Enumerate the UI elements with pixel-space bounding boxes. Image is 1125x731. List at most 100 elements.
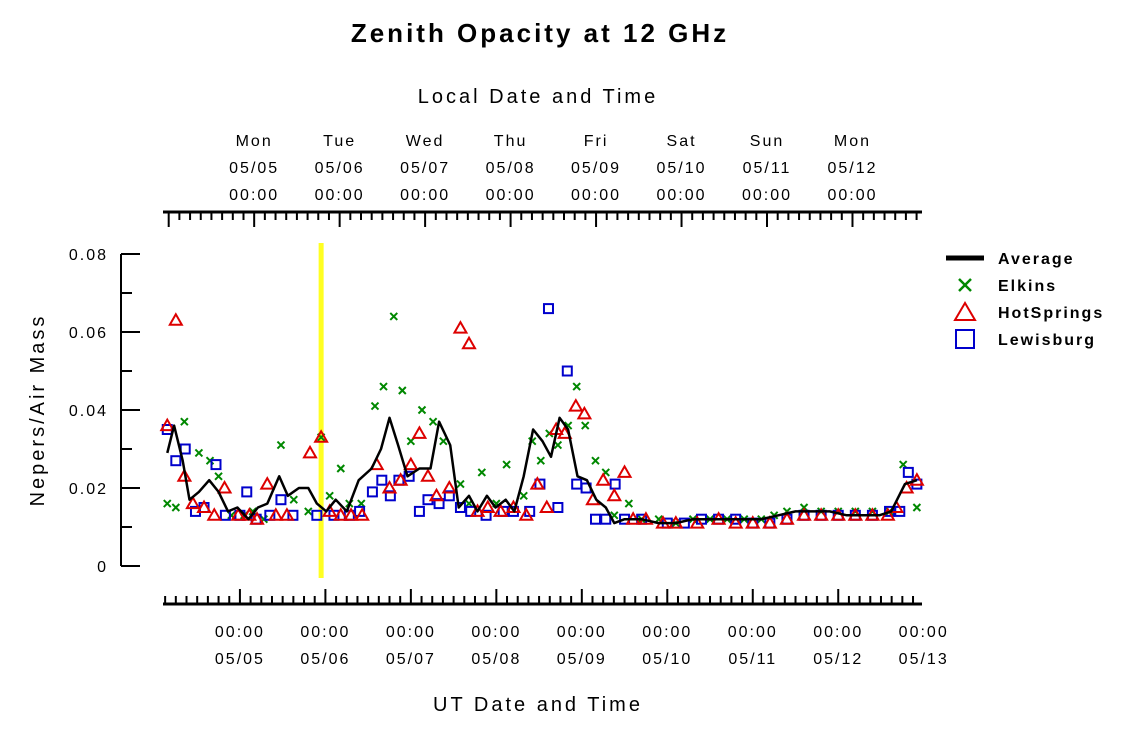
data-point-hotsprings [216,479,233,494]
data-point-elkins [289,495,298,504]
y-tick-label: 0 [97,559,108,576]
top-tick-time: 00:00 [571,187,621,204]
data-point-lewisburg [275,494,287,506]
y-axis-title: Nepers/Air Mass [27,314,49,507]
top-tick-date: 05/11 [743,160,792,177]
data-point-hotsprings [381,479,398,494]
top-tick-date: 05/10 [657,160,707,177]
data-point-elkins [325,491,334,501]
data-point-hotsprings [206,507,223,521]
data-point-hotsprings [428,487,445,502]
data-point-lewisburg [609,478,621,490]
data-point-lewisburg [219,509,231,521]
data-point-elkins [519,491,528,501]
bottom-tick-date: 05/09 [557,651,607,668]
top-tick-day: Mon [236,133,273,150]
legend-swatch-elkins [958,278,972,292]
data-point-hotsprings [230,507,246,521]
data-point-lewisburg [179,443,191,455]
data-point-elkins [389,312,398,321]
data-point-elkins [477,468,487,477]
data-point-hotsprings [576,405,593,420]
data-point-elkins [417,405,427,415]
data-point-hotsprings [249,511,265,525]
top-axis-title: Local Date and Time [418,86,658,108]
data-point-elkins [163,499,172,508]
bottom-tick-date: 05/13 [899,651,949,668]
top-tick-time: 00:00 [315,187,365,204]
data-point-lewisburg [403,470,415,482]
bottom-tick-time: 00:00 [899,624,949,641]
bottom-tick-time: 00:00 [728,624,778,641]
data-point-elkins [456,479,465,489]
data-point-lewisburg [454,502,466,513]
data-point-hotsprings [279,507,295,521]
data-point-hotsprings [727,515,744,529]
data-point-elkins [398,386,407,395]
data-point-elkins [214,472,223,481]
bottom-tick-time: 00:00 [813,624,863,641]
bottom-tick-time: 00:00 [215,624,265,641]
data-point-hotsprings [529,476,546,490]
top-tick-date: 05/07 [400,160,450,177]
y-tick-label: 0.06 [69,325,108,342]
data-point-lewisburg [311,509,323,521]
data-point-elkins [276,440,286,450]
data-point-lewisburg [433,498,445,510]
bottom-tick-time: 00:00 [300,624,350,641]
data-point-lewisburg [600,513,612,525]
data-point-elkins [553,440,563,450]
data-point-lewisburg [376,474,388,486]
top-tick-time: 00:00 [657,187,707,204]
data-point-elkins [581,421,590,430]
data-point-hotsprings [452,320,469,334]
top-tick-date: 05/06 [315,160,365,177]
bottom-tick-date: 05/06 [300,651,350,668]
top-tick-time: 00:00 [486,187,536,204]
data-point-elkins [171,503,181,512]
data-point-hotsprings [469,503,486,517]
y-tick-label: 0.08 [69,247,108,264]
data-point-elkins [370,401,380,411]
bottom-tick-date: 05/05 [215,651,265,668]
legend-swatch-hotsprings [953,301,977,321]
chart-title: Zenith Opacity at 12 GHz [351,18,729,48]
top-tick-day: Sat [667,133,697,150]
data-point-lewisburg [366,486,378,498]
data-point-hotsprings [343,507,359,521]
top-tick-date: 05/05 [229,160,279,177]
data-point-hotsprings [909,472,925,486]
data-point-hotsprings [606,487,623,502]
data-point-elkins [912,503,922,512]
data-point-hotsprings [259,476,276,490]
bottom-tick-time: 00:00 [642,624,692,641]
legend-label-average: Average [998,251,1075,268]
data-point-hotsprings [595,472,611,486]
data-point-hotsprings [461,335,477,350]
bottom-tick-date: 05/11 [728,651,777,668]
top-tick-time: 00:00 [827,187,877,204]
axes-layer [120,210,922,606]
data-point-hotsprings [745,515,761,529]
legend-label-lewisburg: Lewisburg [998,332,1096,349]
data-point-elkins [428,417,438,426]
data-point-elkins [180,417,189,426]
data-point-hotsprings [616,464,633,478]
data-point-hotsprings [411,425,428,439]
top-tick-time: 00:00 [400,187,450,204]
data-point-elkins [439,436,448,446]
tick-labels-layer: 0 0.02 0.04 0.06 0.08 Mon 05/05 00:00 Tue 05/06 00… [69,133,949,668]
data-point-hotsprings [568,398,584,412]
data-point-elkins [624,499,634,508]
data-point-hotsprings [403,456,419,471]
top-tick-day: Sun [750,133,784,150]
data-point-lewisburg [542,303,554,315]
data-point-hotsprings [168,312,184,326]
bottom-tick-time: 00:00 [557,624,607,641]
data-point-lewisburg [170,455,182,467]
legend-label-elkins: Elkins [998,278,1057,295]
y-tick-label: 0.02 [69,481,108,498]
data-point-hotsprings [762,515,778,529]
data-point-hotsprings [441,479,458,494]
data-point-elkins [591,456,600,465]
